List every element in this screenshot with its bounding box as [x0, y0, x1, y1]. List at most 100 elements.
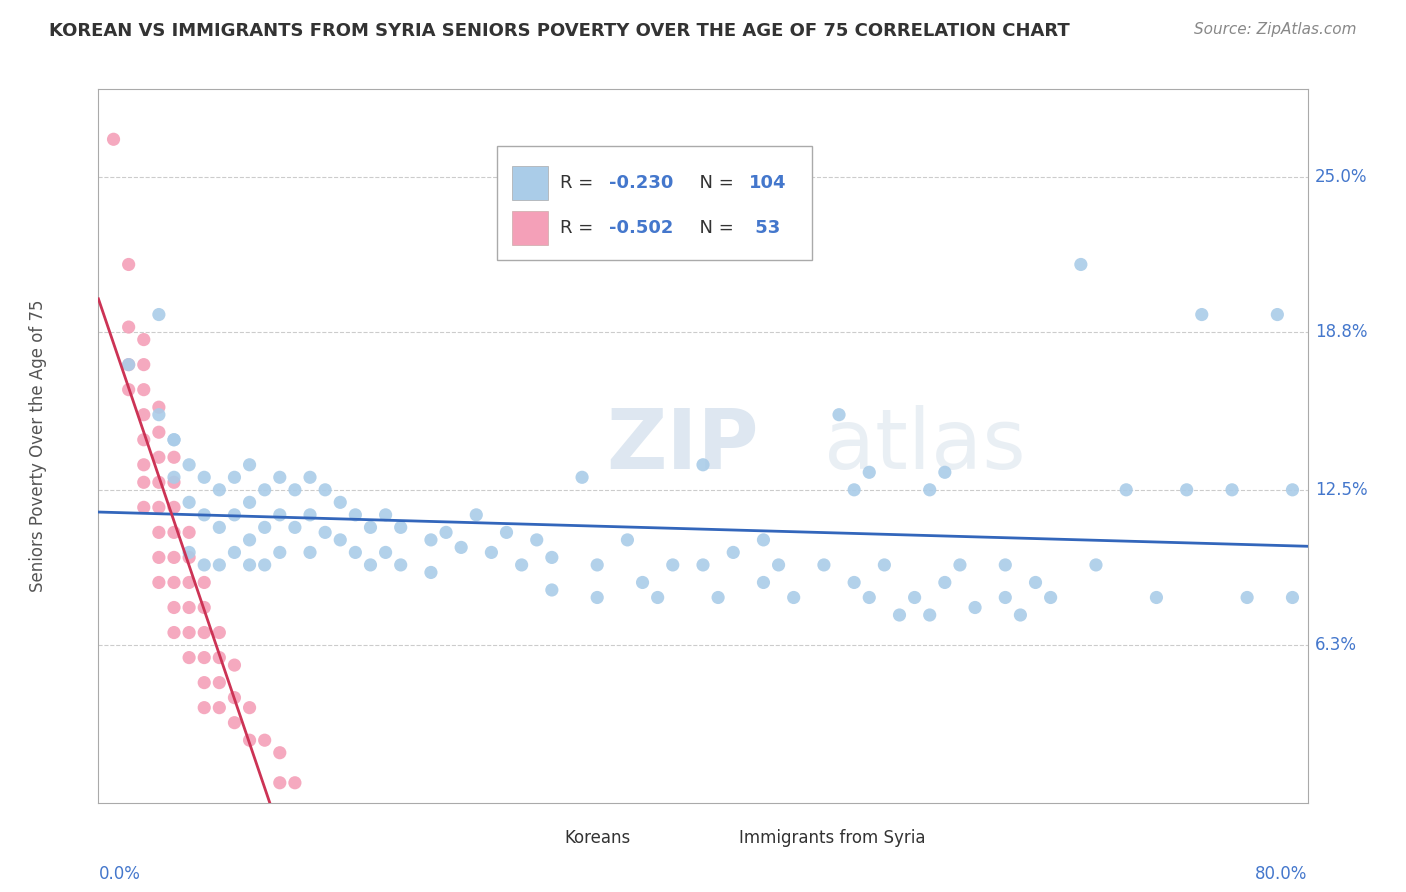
Point — [540, 550, 562, 565]
Point — [540, 582, 562, 597]
Point — [828, 408, 851, 422]
Point — [661, 558, 683, 572]
Point — [934, 575, 956, 590]
Point — [224, 470, 246, 484]
Point — [103, 132, 125, 146]
Point — [299, 508, 322, 522]
Point — [193, 625, 215, 640]
Point — [193, 558, 215, 572]
Point — [858, 465, 880, 479]
Point — [314, 483, 336, 497]
Point — [148, 550, 170, 565]
Point — [768, 558, 790, 572]
Point — [269, 470, 291, 484]
Point — [193, 650, 215, 665]
Text: 12.5%: 12.5% — [1315, 481, 1368, 499]
FancyBboxPatch shape — [527, 828, 554, 849]
Point — [1039, 591, 1062, 605]
Point — [994, 591, 1017, 605]
Point — [253, 483, 276, 497]
Point — [224, 658, 246, 673]
Point — [904, 591, 927, 605]
Point — [360, 520, 382, 534]
Point — [148, 400, 170, 414]
Point — [148, 408, 170, 422]
Point — [389, 520, 412, 534]
Point — [450, 541, 472, 555]
Point — [374, 508, 396, 522]
FancyBboxPatch shape — [512, 166, 548, 200]
Text: 0.0%: 0.0% — [98, 865, 141, 883]
Text: 25.0%: 25.0% — [1315, 168, 1368, 186]
Point — [179, 495, 201, 509]
Point — [1281, 483, 1303, 497]
Point — [389, 558, 412, 572]
Point — [179, 458, 201, 472]
Point — [132, 433, 155, 447]
Point — [132, 458, 155, 472]
Point — [132, 475, 155, 490]
Point — [918, 607, 941, 622]
Point — [420, 566, 443, 580]
Point — [1070, 257, 1092, 271]
Point — [692, 458, 714, 472]
Point — [148, 308, 170, 322]
Point — [299, 470, 322, 484]
Point — [918, 483, 941, 497]
Point — [420, 533, 443, 547]
Point — [239, 458, 262, 472]
Point — [179, 575, 201, 590]
Point — [208, 483, 231, 497]
Point — [360, 558, 382, 572]
Point — [934, 465, 956, 479]
Point — [132, 358, 155, 372]
Point — [179, 545, 201, 559]
Point — [344, 545, 367, 559]
Point — [148, 500, 170, 515]
Point — [269, 776, 291, 790]
Text: Immigrants from Syria: Immigrants from Syria — [740, 830, 925, 847]
Point — [224, 690, 246, 705]
Point — [329, 495, 352, 509]
Point — [163, 450, 186, 465]
FancyBboxPatch shape — [703, 828, 730, 849]
Point — [329, 533, 352, 547]
Point — [586, 591, 609, 605]
Point — [1267, 308, 1289, 322]
Point — [208, 625, 231, 640]
Point — [1024, 575, 1046, 590]
Point — [163, 433, 186, 447]
Point — [193, 575, 215, 590]
Point — [1144, 591, 1167, 605]
Point — [193, 508, 215, 522]
Point — [571, 470, 593, 484]
Point — [253, 733, 276, 747]
Point — [132, 383, 155, 397]
Point — [163, 525, 186, 540]
Point — [481, 545, 503, 559]
Point — [179, 650, 201, 665]
Text: -0.502: -0.502 — [609, 219, 673, 236]
Point — [208, 675, 231, 690]
Point — [269, 746, 291, 760]
Point — [647, 591, 669, 605]
Point — [344, 508, 367, 522]
Point — [224, 545, 246, 559]
Text: -0.230: -0.230 — [609, 174, 673, 192]
Point — [239, 558, 262, 572]
Text: R =: R = — [561, 174, 599, 192]
Point — [148, 450, 170, 465]
Point — [495, 525, 517, 540]
FancyBboxPatch shape — [512, 211, 548, 244]
Point — [163, 433, 186, 447]
Point — [148, 425, 170, 440]
Text: ZIP: ZIP — [606, 406, 759, 486]
Text: atlas: atlas — [824, 406, 1025, 486]
Point — [1220, 483, 1243, 497]
Point — [269, 508, 291, 522]
Point — [1115, 483, 1137, 497]
Point — [148, 575, 170, 590]
Point — [844, 483, 866, 497]
Point — [616, 533, 638, 547]
Point — [118, 358, 141, 372]
